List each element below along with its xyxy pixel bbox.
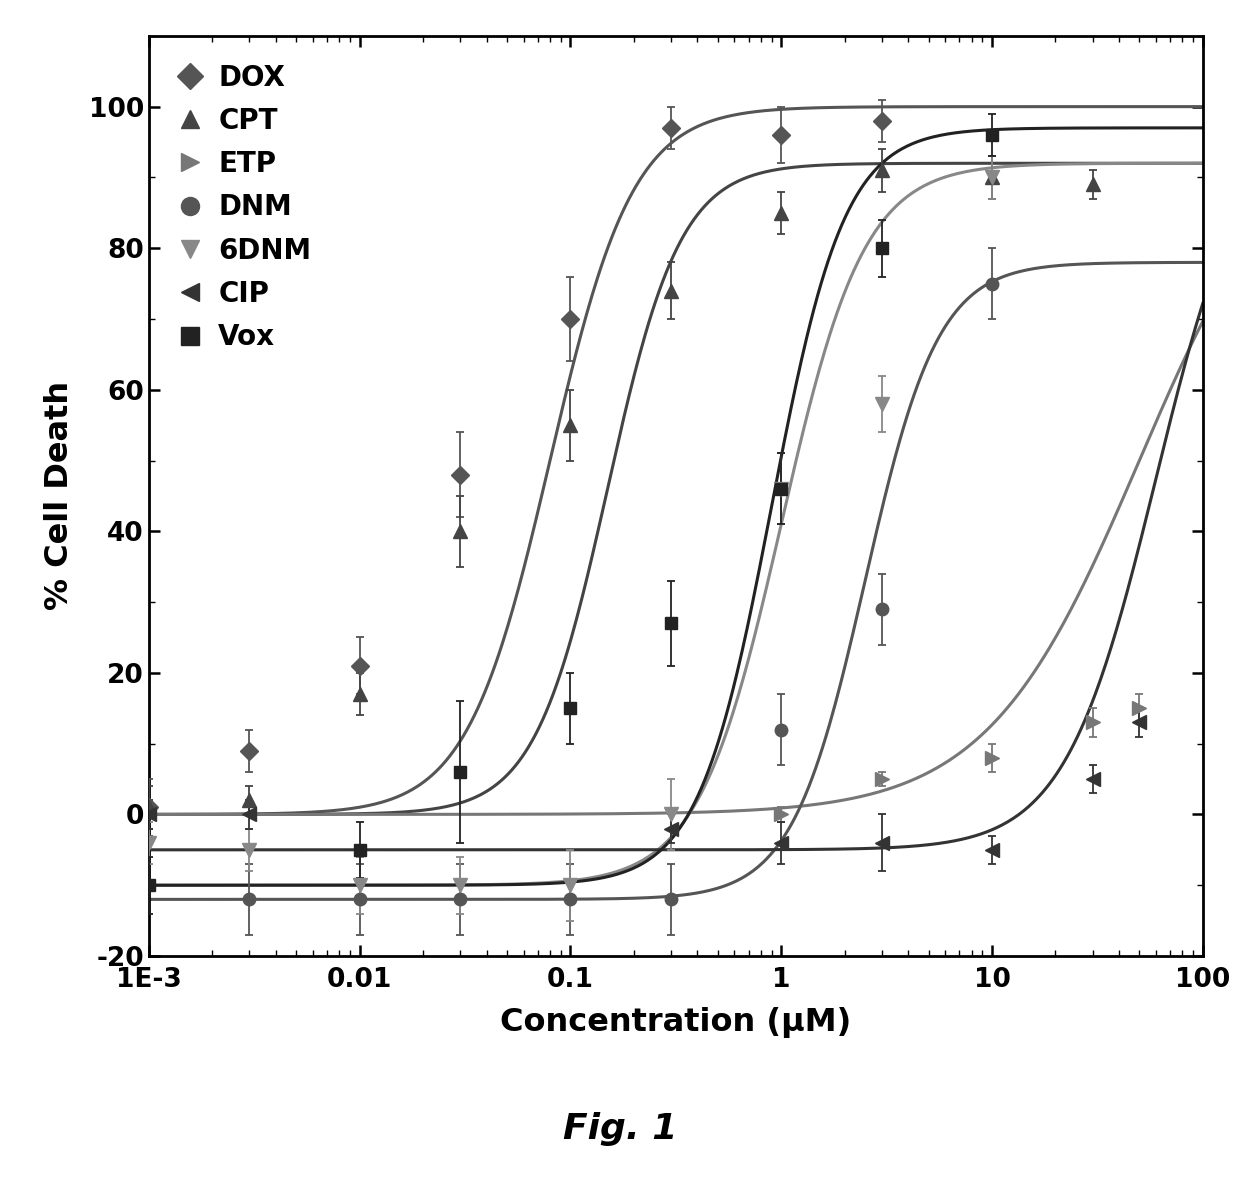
Y-axis label: % Cell Death: % Cell Death [43, 381, 74, 611]
Legend: DOX, CPT, ETP, DNM, 6DNM, CIP, Vox: DOX, CPT, ETP, DNM, 6DNM, CIP, Vox [162, 50, 325, 366]
Text: Fig. 1: Fig. 1 [563, 1113, 677, 1146]
X-axis label: Concentration (μM): Concentration (μM) [500, 1007, 852, 1038]
